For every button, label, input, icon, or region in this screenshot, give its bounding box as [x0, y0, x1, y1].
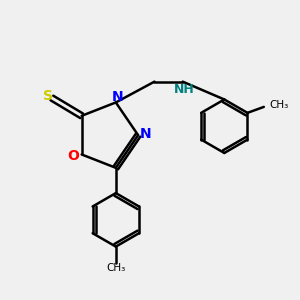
Text: S: S: [43, 88, 53, 103]
Text: O: O: [67, 149, 79, 163]
Text: CH₃: CH₃: [269, 100, 288, 110]
Text: N: N: [112, 89, 123, 103]
Text: NH: NH: [174, 82, 195, 96]
Text: N: N: [140, 127, 152, 141]
Text: CH₃: CH₃: [106, 263, 125, 273]
